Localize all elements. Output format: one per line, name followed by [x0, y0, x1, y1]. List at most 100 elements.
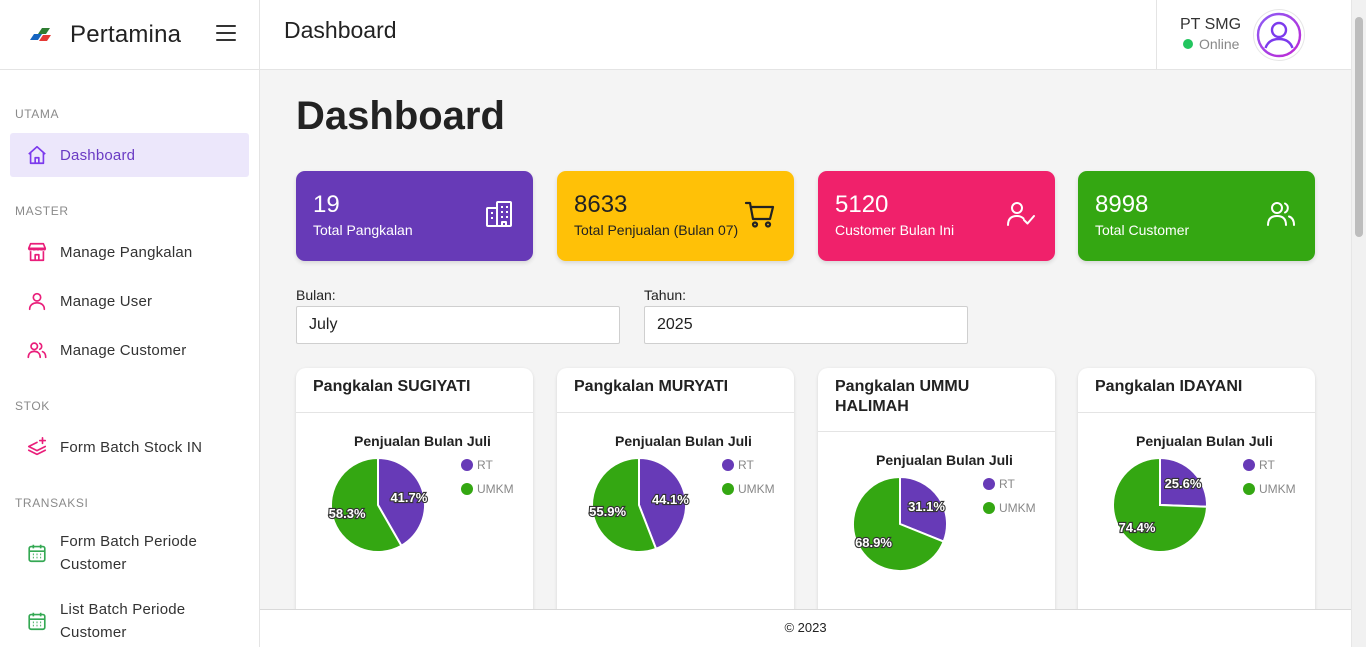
topbar-title: Dashboard: [284, 17, 397, 43]
cart-icon: [744, 201, 775, 228]
pangkalan-card: Pangkalan IDAYANI Penjualan Bulan Juli 2…: [1078, 368, 1315, 628]
pie-chart: 31.1% 68.9%: [852, 475, 948, 572]
chart-legend: RT UMKM: [983, 472, 1036, 520]
pangkalan-card: Pangkalan SUGIYATI Penjualan Bulan Juli …: [296, 368, 533, 628]
pie-data-label: 68.9%: [855, 535, 892, 550]
legend-label: RT: [999, 477, 1015, 491]
layers-plus-icon: [27, 437, 47, 456]
section-label-master: MASTER: [15, 204, 69, 218]
user-avatar-icon: [1256, 12, 1302, 58]
sidebar-item-label: Form Batch Periode Customer: [60, 533, 197, 573]
legend-item-rt[interactable]: RT: [1243, 453, 1296, 477]
legend-item-umkm[interactable]: UMKM: [983, 496, 1036, 520]
avatar[interactable]: [1254, 10, 1304, 60]
sidebar-item-label: List Batch Periode Customer: [60, 601, 186, 641]
stat-customer-bulan-ini[interactable]: 5120 Customer Bulan Ini: [818, 171, 1055, 261]
pie-data-label: 25.6%: [1165, 476, 1202, 491]
scrollbar-thumb[interactable]: [1355, 17, 1363, 237]
stat-value: 8998: [1095, 191, 1149, 218]
pie-slice-umkm[interactable]: [330, 456, 403, 553]
pertamina-logo-icon[interactable]: [28, 25, 54, 45]
sidebar-item-label: Manage User: [60, 292, 153, 310]
pie-slice-rt[interactable]: [638, 456, 688, 551]
pie-data-label: 31.1%: [908, 499, 945, 514]
sidebar: Pertamina UTAMA Dashboard MASTER Manage …: [0, 0, 260, 647]
user-status: Online: [1183, 36, 1239, 52]
sidebar-item-manage-customer[interactable]: Manage Customer: [10, 328, 249, 372]
sidebar-item-form-batch-stock-in[interactable]: Form Batch Stock IN: [10, 425, 249, 469]
bulan-select[interactable]: July: [296, 306, 620, 344]
calendar-icon: [28, 544, 46, 563]
chart-title: Penjualan Bulan Juli: [615, 433, 752, 449]
chart-legend: RT UMKM: [1243, 453, 1296, 501]
legend-label: UMKM: [1259, 482, 1296, 496]
online-dot-icon: [1183, 39, 1193, 49]
legend-label: RT: [738, 458, 754, 472]
legend-item-umkm[interactable]: UMKM: [1243, 477, 1296, 501]
chart-legend: RT UMKM: [461, 453, 514, 501]
legend-label: UMKM: [738, 482, 775, 496]
sidebar-item-list-batch-periode-customer[interactable]: List Batch Periode Customer: [10, 594, 249, 647]
legend-item-umkm[interactable]: UMKM: [461, 477, 514, 501]
sidebar-item-manage-user[interactable]: Manage User: [10, 279, 249, 323]
stat-label: Total Penjualan (Bulan 07): [574, 222, 739, 238]
stat-value: 5120: [835, 191, 889, 218]
user-menu[interactable]: PT SMG Online: [1156, 0, 1351, 70]
legend-item-rt[interactable]: RT: [983, 472, 1036, 496]
pie-slice-rt[interactable]: [899, 475, 948, 543]
user-check-icon: [1007, 202, 1035, 226]
home-icon: [28, 145, 46, 165]
sidebar-item-label: Dashboard: [60, 146, 136, 164]
user-status-text: Online: [1199, 36, 1240, 52]
chart-title: Penjualan Bulan Juli: [876, 452, 1013, 468]
brand-name: Pertamina: [70, 20, 182, 48]
footer: © 2023: [260, 609, 1351, 647]
menu-toggle-icon[interactable]: [216, 25, 236, 43]
pie-slice-umkm[interactable]: [591, 456, 658, 553]
legend-label: UMKM: [477, 482, 514, 496]
legend-item-rt[interactable]: RT: [722, 453, 775, 477]
card-header: Pangkalan UMMU HALIMAH: [818, 368, 1055, 432]
sidebar-item-form-batch-periode-customer[interactable]: Form Batch Periode Customer: [10, 526, 249, 580]
stat-label: Customer Bulan Ini: [835, 222, 955, 238]
topbar: Dashboard PT SMG Online: [260, 0, 1351, 70]
brand: Pertamina: [0, 0, 259, 70]
tahun-input[interactable]: 2025: [644, 306, 968, 344]
chart-legend: RT UMKM: [722, 453, 775, 501]
stat-value: 19: [313, 191, 340, 218]
store-icon: [27, 242, 47, 262]
legend-label: RT: [477, 458, 493, 472]
legend-label: UMKM: [999, 501, 1036, 515]
pie-chart: 25.6% 74.4%: [1112, 456, 1209, 553]
pie-data-label: 44.1%: [652, 492, 689, 507]
sidebar-item-manage-pangkalan[interactable]: Manage Pangkalan: [10, 230, 249, 274]
pie-data-label: 55.9%: [589, 504, 626, 519]
section-label-transaksi: TRANSAKSI: [15, 496, 89, 510]
pangkalan-card: Pangkalan MURYATI Penjualan Bulan Juli 4…: [557, 368, 794, 628]
pie-slice-umkm[interactable]: [1112, 456, 1209, 553]
sidebar-item-label: Form Batch Stock IN: [60, 438, 203, 456]
pie-slice-rt[interactable]: [1159, 456, 1208, 508]
page-scrollbar[interactable]: [1351, 0, 1366, 647]
chart-title: Penjualan Bulan Juli: [1136, 433, 1273, 449]
legend-item-umkm[interactable]: UMKM: [722, 477, 775, 501]
card-title: Pangkalan UMMU HALIMAH: [835, 378, 970, 415]
stat-total-pangkalan[interactable]: 19 Total Pangkalan: [296, 171, 533, 261]
users-icon: [1267, 202, 1295, 226]
card-title: Pangkalan MURYATI: [574, 378, 729, 395]
page-heading: Dashboard: [296, 94, 505, 138]
user-icon: [28, 292, 46, 311]
pie-slice-umkm[interactable]: [852, 475, 945, 572]
stat-total-penjualan[interactable]: 8633 Total Penjualan (Bulan 07): [557, 171, 794, 261]
tahun-label: Tahun:: [644, 287, 687, 303]
legend-item-rt[interactable]: RT: [461, 453, 514, 477]
card-header: Pangkalan MURYATI: [557, 368, 794, 413]
sidebar-item-dashboard[interactable]: Dashboard: [10, 133, 249, 177]
stat-total-customer[interactable]: 8998 Total Customer: [1078, 171, 1315, 261]
section-label-utama: UTAMA: [15, 107, 60, 121]
pangkalan-card: Pangkalan UMMU HALIMAH Penjualan Bulan J…: [818, 368, 1055, 628]
pie-data-label: 41.7%: [390, 490, 427, 505]
card-title: Pangkalan IDAYANI: [1095, 378, 1243, 395]
sidebar-item-label: Manage Pangkalan: [60, 243, 193, 261]
card-title: Pangkalan SUGIYATI: [313, 378, 471, 395]
